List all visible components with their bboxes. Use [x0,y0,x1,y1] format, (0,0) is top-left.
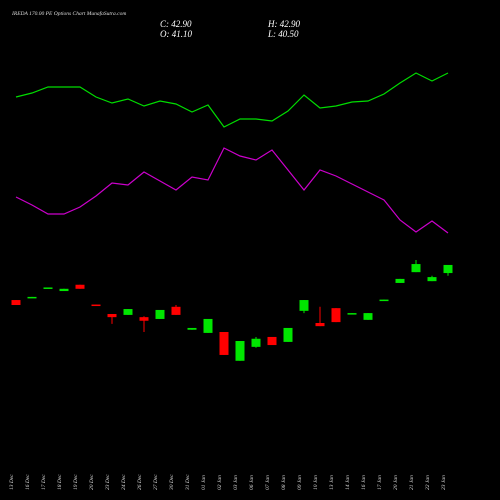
candle-body [235,341,245,361]
candle-body [411,264,421,273]
close-label: C: 42.90 [160,19,192,29]
indicator-line [15,72,449,128]
candle-body [11,300,21,305]
candle-body [443,264,453,274]
x-tick-label: 17 Jan [377,475,383,490]
x-tick-label: 26 Dec [137,474,143,490]
x-tick-label: 31 Dec [185,474,191,491]
x-tick-label: 10 Jan [313,475,319,490]
candle-body [91,304,101,307]
candle-body [187,327,197,330]
candle-body [107,314,117,318]
x-tick-label: 02 Jan [217,475,223,490]
x-tick-label: 23 Jan [441,475,447,490]
indicator-line [15,147,449,234]
x-tick-label: 06 Jan [249,475,255,490]
x-tick-label: 14 Jan [344,475,351,490]
candle-body [379,299,389,302]
open-label: O: 41.10 [160,29,192,39]
candle-body [299,300,309,311]
x-tick-label: 18 Dec [57,474,63,490]
x-tick-label: 27 Dec [153,474,159,490]
candle-body [139,317,149,321]
x-tick-label: 16 Dec [25,474,31,490]
candle-body [395,278,405,283]
candle-body [427,277,437,282]
x-tick-label: 13 Jan [329,475,335,490]
x-tick-label: 21 Jan [409,475,415,490]
candle-body [203,318,213,333]
x-tick-label: 03 Jan [233,475,239,490]
x-tick-label: 19 Dec [73,474,79,490]
x-tick-label: 22 Jan [425,475,431,490]
candle-body [123,309,133,315]
candle-body [347,313,357,315]
x-tick-label: 13 Dec [9,474,15,490]
x-tick-label: 23 Dec [105,474,111,490]
x-tick-label: 08 Jan [281,475,287,490]
candle-body [59,288,69,292]
candle-body [331,308,341,323]
candle-body [219,332,229,355]
chart-title: IREDA 170.00 PE Options Chart MunafaSutr… [11,10,126,17]
high-label: H: 42.90 [267,19,300,29]
x-tick-label: 09 Jan [297,475,303,490]
x-tick-label: 20 Jan [393,475,399,490]
candle-body [363,313,373,320]
candle-body [315,323,325,327]
candle-body [267,336,277,346]
x-tick-label: 17 Dec [41,474,47,490]
x-tick-label: 24 Dec [120,474,127,490]
low-label: L: 40.50 [267,29,299,39]
candle-body [75,284,85,289]
candle-body [43,287,53,289]
x-tick-label: 07 Jan [265,475,271,490]
x-tick-label: 20 Dec [89,474,95,490]
candle-body [283,327,293,342]
x-tick-label: 01 Jan [201,475,207,490]
candle-body [171,306,181,315]
x-tick-label: 16 Jan [361,475,367,490]
candle-body [251,338,261,347]
candle-body [27,296,37,299]
candle-body [155,309,165,319]
x-tick-label: 30 Dec [169,474,175,491]
